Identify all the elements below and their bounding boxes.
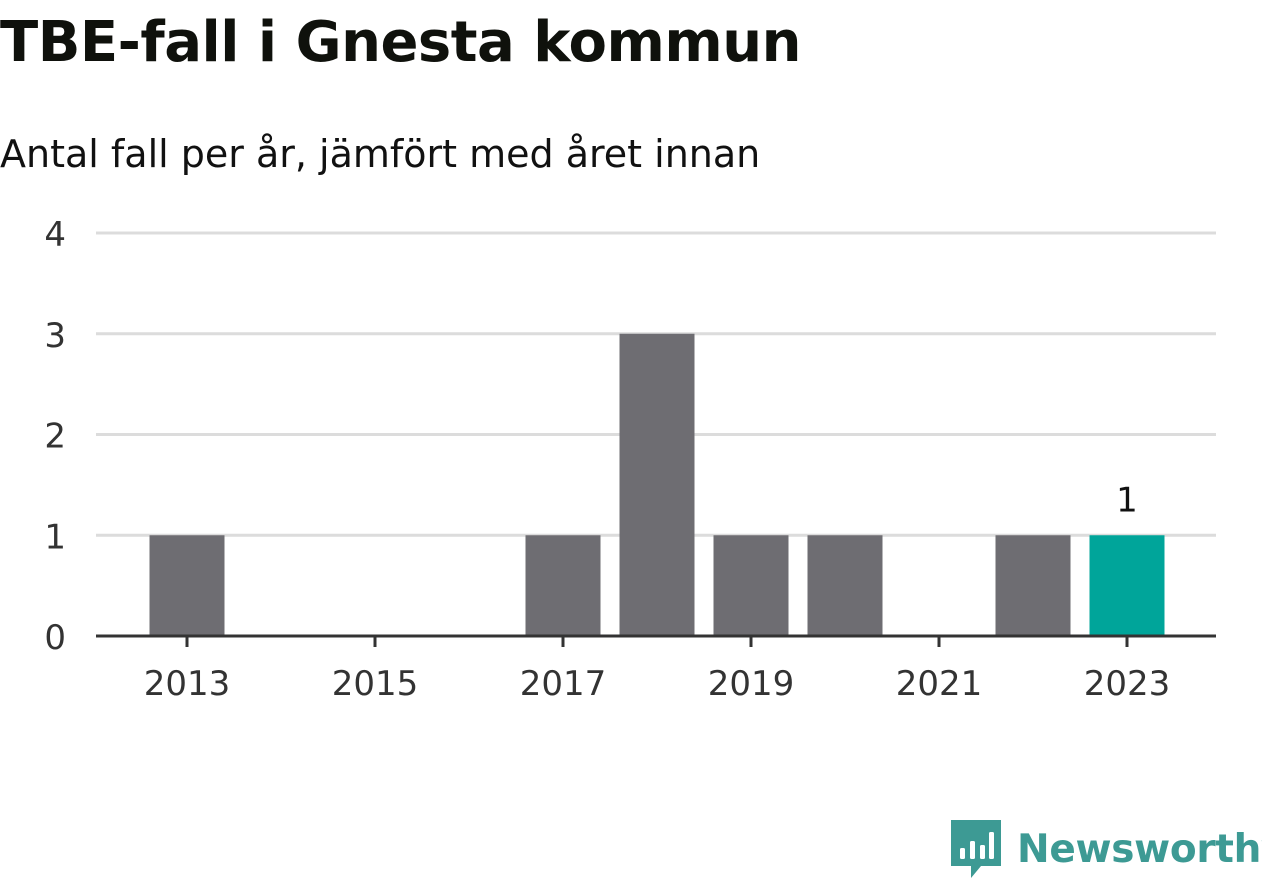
y-tick-label: 1: [44, 517, 66, 557]
bar: [713, 535, 789, 636]
newsworthy-logo: Newsworthy: [951, 820, 1262, 880]
x-tick-label: 2017: [520, 664, 607, 704]
y-tick-label: 0: [44, 618, 66, 658]
y-axis-ticks: 0 1 2 3 4: [44, 215, 66, 658]
bar: [525, 535, 601, 636]
bar-chart-speech-bubble-icon: [951, 820, 1001, 878]
x-tick-label: 2015: [332, 664, 419, 704]
bar: [995, 535, 1071, 636]
bars: [149, 333, 1165, 636]
bar: [807, 535, 883, 636]
x-tick-label: 2021: [896, 664, 983, 704]
data-label: 1: [1116, 480, 1138, 520]
chart-title: TBE-fall i Gnesta kommun: [0, 10, 801, 75]
data-labels: 1: [1116, 480, 1138, 520]
x-tick-label: 2019: [708, 664, 795, 704]
x-axis-ticks: 2013 2015 2017 2019 2021 2023: [144, 636, 1171, 704]
bar: [149, 535, 225, 636]
y-tick-label: 3: [44, 316, 66, 356]
brand-name: Newsworthy: [1017, 827, 1262, 872]
x-tick-label: 2013: [144, 664, 231, 704]
bar: [1089, 535, 1165, 636]
y-tick-label: 2: [44, 417, 66, 457]
x-tick-label: 2023: [1084, 664, 1171, 704]
chart-subtitle: Antal fall per år, jämfört med året inna…: [0, 132, 761, 176]
y-tick-label: 4: [44, 215, 66, 255]
bar: [619, 333, 695, 636]
